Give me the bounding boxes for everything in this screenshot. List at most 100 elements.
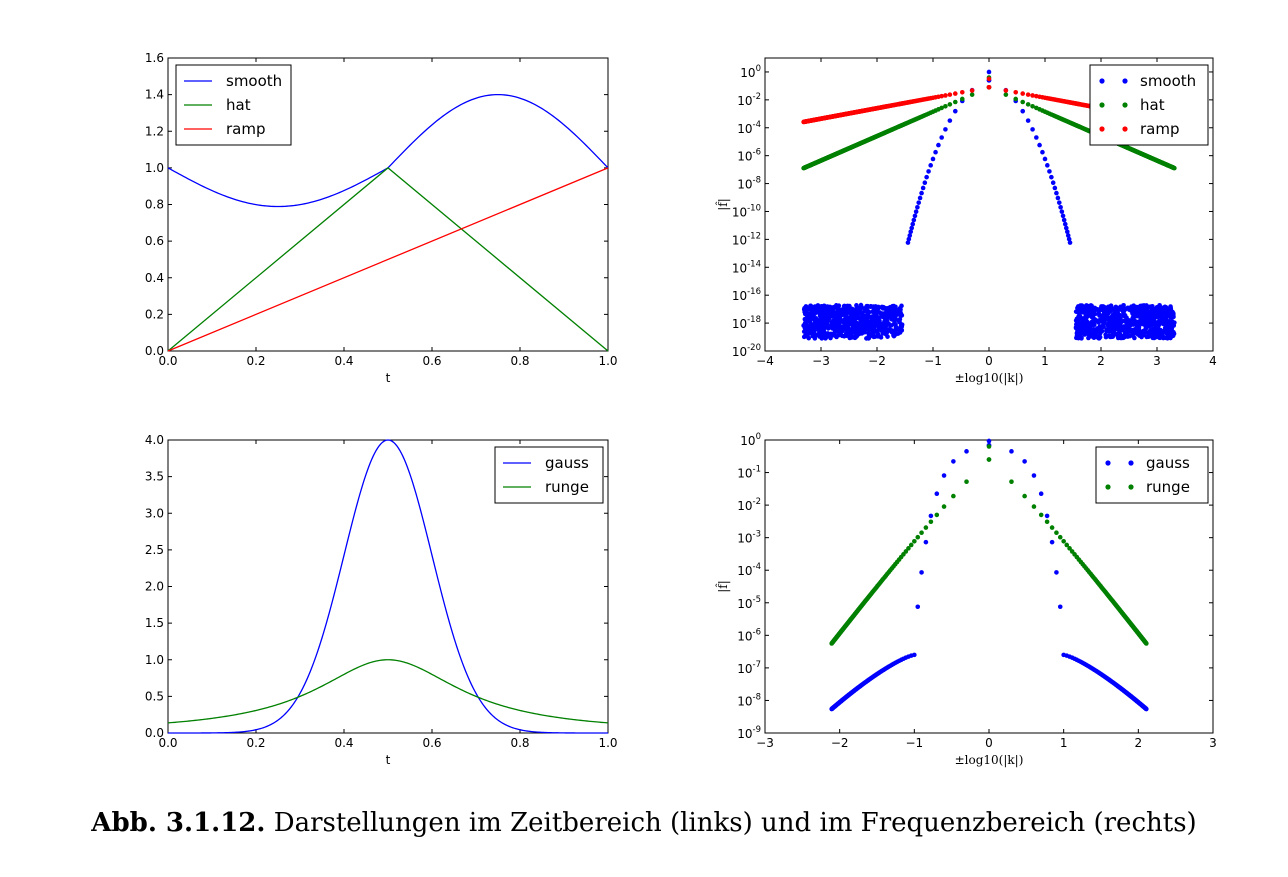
hat-point — [1030, 103, 1035, 109]
legend-label-hat: hat — [226, 96, 251, 114]
gauss-point — [1049, 539, 1055, 545]
y-tick-label: 0.0 — [145, 344, 164, 358]
y-tick-label: 10-10 — [732, 203, 761, 219]
legend: smooth hat ramp — [175, 64, 292, 146]
smooth-point — [1050, 180, 1056, 185]
smooth-point — [1092, 311, 1098, 317]
x-tick-label: 1.0 — [598, 354, 617, 368]
smooth-point — [884, 330, 889, 336]
smooth-point — [1091, 335, 1097, 341]
smooth-point — [872, 323, 877, 329]
y-tick-label: 1.0 — [145, 653, 164, 667]
smooth-point — [907, 233, 913, 238]
runge-point — [964, 479, 969, 484]
y-tick-label: 0.4 — [145, 271, 164, 285]
smooth-point — [1096, 326, 1102, 332]
runge-point — [1009, 479, 1014, 484]
smooth-point — [1152, 328, 1158, 334]
smooth-point — [1120, 325, 1125, 330]
x-tick-label: 3 — [1209, 736, 1217, 750]
smooth-point — [1120, 335, 1126, 340]
smooth-point — [871, 329, 876, 334]
smooth-point — [1116, 333, 1122, 339]
smooth-point — [898, 307, 903, 312]
smooth-point — [1042, 156, 1048, 162]
smooth-point — [896, 318, 901, 323]
legend-swatch-runge — [1128, 484, 1134, 490]
x-tick-label: −3 — [812, 354, 830, 368]
smooth-point — [933, 149, 938, 155]
smooth-point — [1168, 322, 1174, 328]
smooth-point — [1166, 319, 1172, 324]
smooth-point — [873, 316, 879, 322]
smooth-point — [1115, 310, 1121, 315]
smooth-point — [1089, 319, 1095, 325]
smooth-point — [1101, 324, 1106, 330]
runge-point — [986, 444, 992, 449]
x-tick-label: 0.0 — [158, 736, 177, 750]
smooth-point — [886, 314, 892, 320]
y-tick-label: 0.2 — [145, 307, 164, 321]
smooth-point — [1139, 311, 1145, 317]
smooth-point — [830, 331, 836, 337]
hat-point — [959, 96, 965, 102]
smooth-point — [860, 327, 865, 332]
smooth-point — [878, 335, 884, 340]
smooth-point — [1111, 331, 1117, 337]
smooth-point — [1058, 204, 1063, 210]
smooth-point — [924, 174, 929, 180]
y-tick-label: 10-12 — [732, 231, 761, 247]
smooth-point — [807, 305, 813, 310]
y-tick-label: 10-2 — [737, 497, 761, 513]
smooth-point — [943, 127, 948, 132]
hat-point — [1020, 99, 1026, 105]
smooth-point — [1145, 312, 1150, 317]
x-tick-label: 0 — [985, 736, 993, 750]
smooth-point — [819, 304, 824, 309]
y-tick-label: 10-3 — [737, 530, 761, 546]
smooth-point — [1097, 334, 1103, 340]
legend-swatch-gauss — [1128, 460, 1134, 466]
smooth-point — [879, 325, 884, 331]
smooth-point — [823, 321, 828, 327]
gauss-point — [915, 604, 921, 610]
smooth-point — [1114, 323, 1119, 329]
smooth-point — [822, 312, 827, 317]
smooth-point — [847, 303, 852, 309]
smooth-point — [854, 332, 859, 338]
runge-point — [934, 512, 940, 518]
smooth-point — [888, 305, 894, 311]
ramp-point — [959, 89, 965, 95]
smooth-point — [1100, 307, 1105, 313]
smooth-point — [1112, 312, 1118, 318]
y-tick-label: 0.0 — [145, 726, 164, 740]
smooth-point — [911, 217, 917, 223]
gauss-point — [1057, 604, 1063, 610]
x-tick-label: 1 — [1060, 736, 1068, 750]
y-tick-label: 10-5 — [737, 595, 761, 611]
y-tick-label: 10-6 — [737, 148, 761, 164]
smooth-point — [1078, 321, 1084, 326]
smooth-point — [1054, 190, 1059, 196]
smooth-point — [1135, 322, 1140, 328]
series-ramp-line — [167, 167, 609, 352]
hat-point — [969, 92, 975, 97]
hat-point — [952, 99, 958, 105]
smooth-point — [870, 319, 876, 324]
smooth-point — [1089, 303, 1094, 309]
smooth-point — [804, 331, 810, 337]
smooth-point — [1061, 217, 1067, 223]
caption-text: Darstellungen im Zeitbereich (links) und… — [273, 808, 1197, 838]
ramp-point — [947, 92, 953, 97]
smooth-point — [839, 333, 845, 339]
smooth-point — [820, 330, 826, 336]
x-axis-label: t — [386, 371, 391, 385]
smooth-point — [939, 135, 944, 140]
smooth-point — [1157, 302, 1162, 308]
gauss-point — [1022, 459, 1027, 464]
legend-label-runge: runge — [545, 478, 589, 496]
y-tick-label: 1.5 — [145, 616, 164, 630]
runge-point — [829, 641, 834, 646]
smooth-point — [1099, 304, 1104, 309]
smooth-point — [883, 326, 889, 332]
